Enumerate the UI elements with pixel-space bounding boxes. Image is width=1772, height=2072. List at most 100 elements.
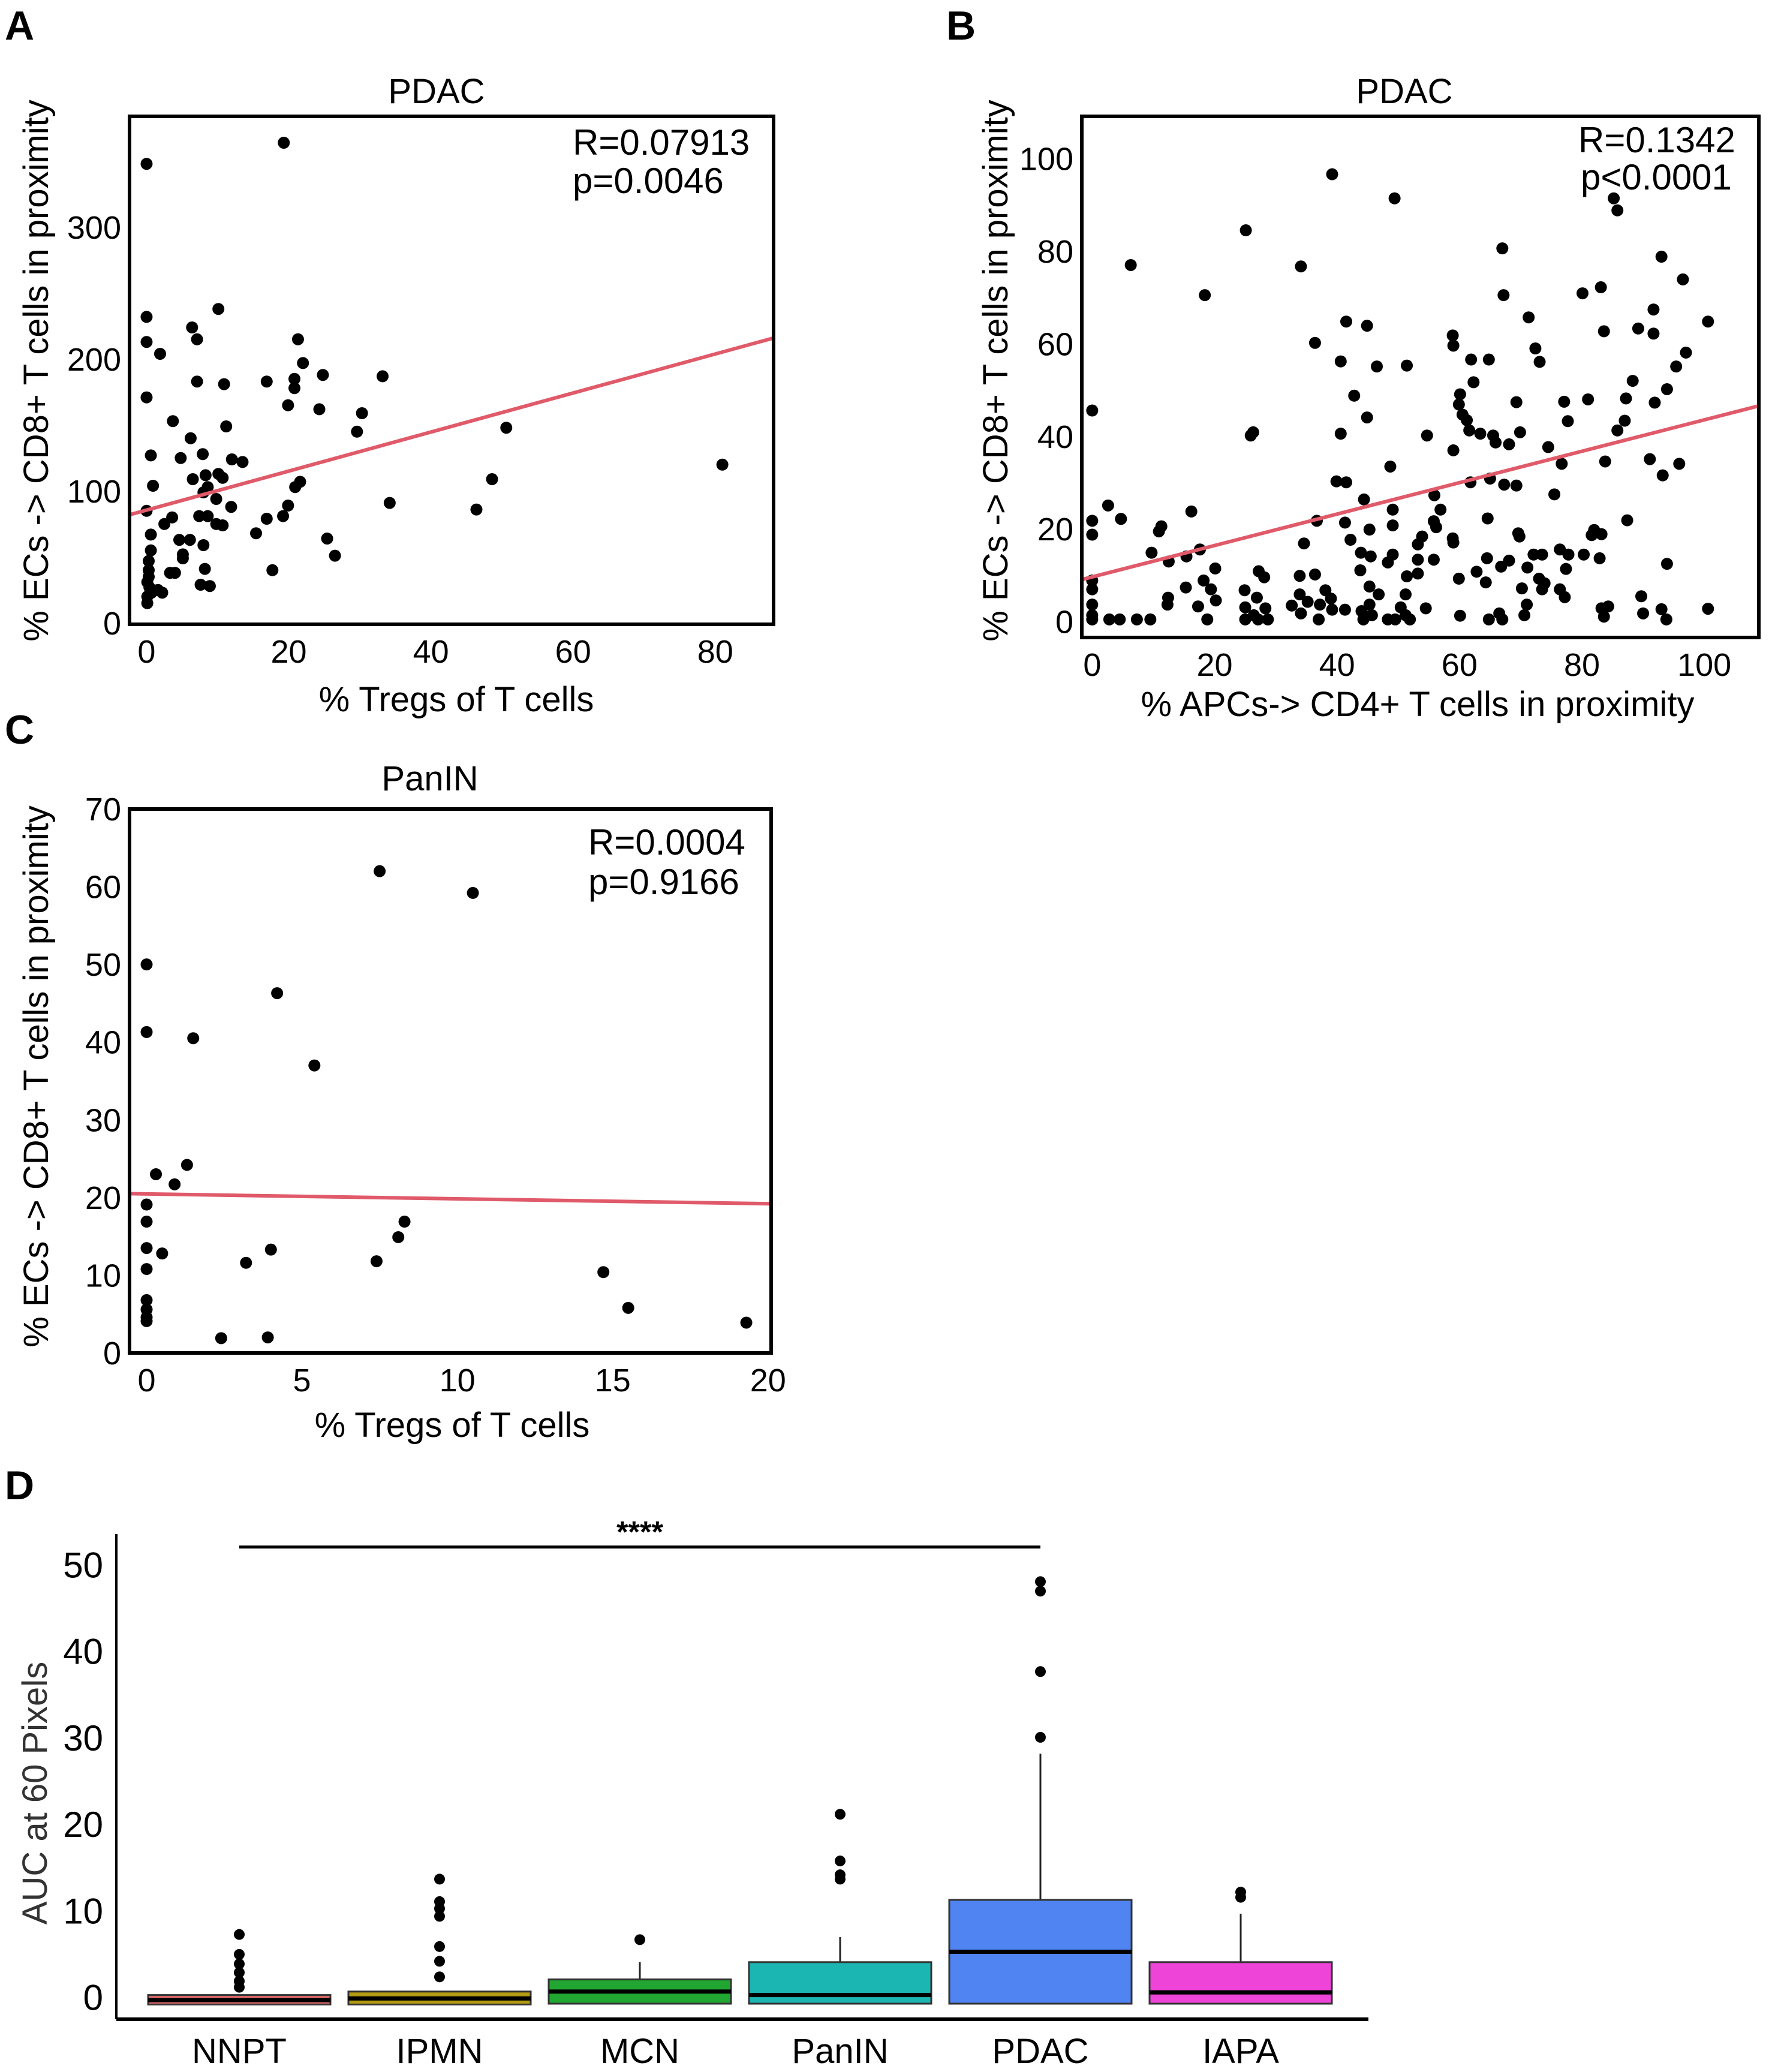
- data-point: [141, 597, 154, 609]
- data-point: [183, 534, 196, 546]
- data-point: [1354, 564, 1367, 576]
- data-point: [173, 534, 185, 546]
- data-point: [622, 1301, 634, 1314]
- data-point: [1209, 562, 1222, 575]
- data-point: [1611, 424, 1624, 437]
- y-tick-label: 10: [63, 1891, 103, 1931]
- data-point: [1454, 388, 1466, 401]
- data-point: [1656, 469, 1669, 482]
- data-point: [1597, 611, 1610, 623]
- outlier-point: [835, 1809, 846, 1820]
- data-point: [1340, 315, 1352, 328]
- data-point: [1498, 479, 1511, 491]
- y-tick-label: 40: [63, 1632, 103, 1672]
- data-point: [1660, 613, 1672, 625]
- y-tick-label: 40: [85, 1025, 121, 1061]
- data-point: [1655, 251, 1668, 263]
- data-point: [294, 476, 306, 488]
- regression-line: [129, 336, 774, 517]
- y-tick-label: 20: [1037, 512, 1073, 548]
- data-point: [1490, 436, 1502, 449]
- data-point: [1702, 603, 1714, 615]
- data-point: [1503, 438, 1515, 450]
- data-point: [282, 500, 294, 512]
- x-tick-label: 20: [270, 634, 306, 670]
- data-point: [1593, 552, 1606, 564]
- data-point: [1386, 519, 1399, 532]
- data-point: [1240, 224, 1252, 237]
- data-point: [1515, 582, 1528, 595]
- data-point: [260, 513, 273, 525]
- data-point: [291, 333, 304, 345]
- data-point: [156, 587, 169, 599]
- data-point: [169, 1178, 181, 1190]
- data-point: [199, 469, 212, 482]
- data-point: [1361, 320, 1373, 332]
- data-point: [1510, 396, 1523, 408]
- x-tick-label: 10: [440, 1363, 476, 1399]
- data-point: [1527, 548, 1540, 561]
- x-tick-label: 0: [1083, 647, 1101, 683]
- x-tick-label: 15: [595, 1363, 631, 1399]
- outlier-point: [1035, 1666, 1046, 1677]
- data-point: [1562, 548, 1575, 561]
- data-point: [1301, 596, 1314, 608]
- data-point: [1361, 411, 1373, 424]
- data-point: [1086, 613, 1099, 625]
- y-axis-label: % ECs -> CD8+ T cells in proximity: [976, 100, 1015, 642]
- data-point: [1655, 603, 1668, 615]
- panel-letter-a: A: [5, 3, 34, 49]
- data-point: [1495, 560, 1508, 573]
- x-category-label: PDAC: [992, 2032, 1088, 2071]
- y-tick-label: 200: [67, 342, 121, 378]
- data-point: [278, 137, 290, 149]
- data-point: [1295, 260, 1307, 273]
- p-value: p<0.0001: [1581, 157, 1732, 197]
- data-point: [140, 158, 153, 170]
- y-tick-label: 80: [1037, 234, 1073, 270]
- outlier-point: [835, 1869, 846, 1881]
- data-point: [1308, 336, 1321, 349]
- data-point: [175, 452, 187, 464]
- data-point: [1644, 453, 1656, 465]
- data-point: [1510, 479, 1523, 492]
- data-point: [1621, 514, 1633, 527]
- data-point: [1447, 444, 1460, 456]
- x-tick-label: 60: [555, 634, 591, 670]
- y-tick-label: 0: [103, 606, 121, 642]
- data-point: [1559, 591, 1571, 603]
- data-point: [1338, 603, 1351, 616]
- data-point: [1542, 441, 1554, 453]
- data-point: [1648, 396, 1661, 409]
- data-point: [1463, 424, 1476, 437]
- regression-line: [129, 1192, 772, 1206]
- data-point: [370, 1255, 383, 1268]
- data-point: [1536, 583, 1548, 596]
- y-tick-label: 20: [63, 1805, 103, 1845]
- data-point: [1446, 329, 1459, 342]
- data-point: [198, 563, 211, 575]
- x-tick-label: 0: [137, 634, 155, 670]
- data-point: [1428, 489, 1440, 501]
- data-point: [261, 1331, 274, 1344]
- data-point: [140, 1216, 153, 1228]
- data-point: [1521, 599, 1533, 611]
- y-tick-label: 50: [63, 1545, 103, 1585]
- data-point: [1400, 588, 1412, 601]
- data-point: [1496, 613, 1509, 625]
- data-point: [297, 357, 309, 369]
- data-point: [1597, 325, 1610, 338]
- data-point: [186, 321, 198, 333]
- x-axis-label: % APCs-> CD4+ T cells in proximity: [1141, 685, 1695, 724]
- x-axis-label: % Tregs of T cells: [319, 680, 594, 719]
- data-point: [1153, 525, 1165, 538]
- data-point: [1454, 609, 1466, 622]
- data-point: [1523, 311, 1535, 324]
- data-point: [1447, 536, 1460, 549]
- y-axis-label: AUC at 60 Pixels: [16, 1662, 55, 1924]
- data-point: [1401, 570, 1413, 583]
- y-tick-label: 0: [103, 1336, 121, 1372]
- x-tick-label: 20: [750, 1363, 786, 1399]
- data-point: [1330, 475, 1343, 488]
